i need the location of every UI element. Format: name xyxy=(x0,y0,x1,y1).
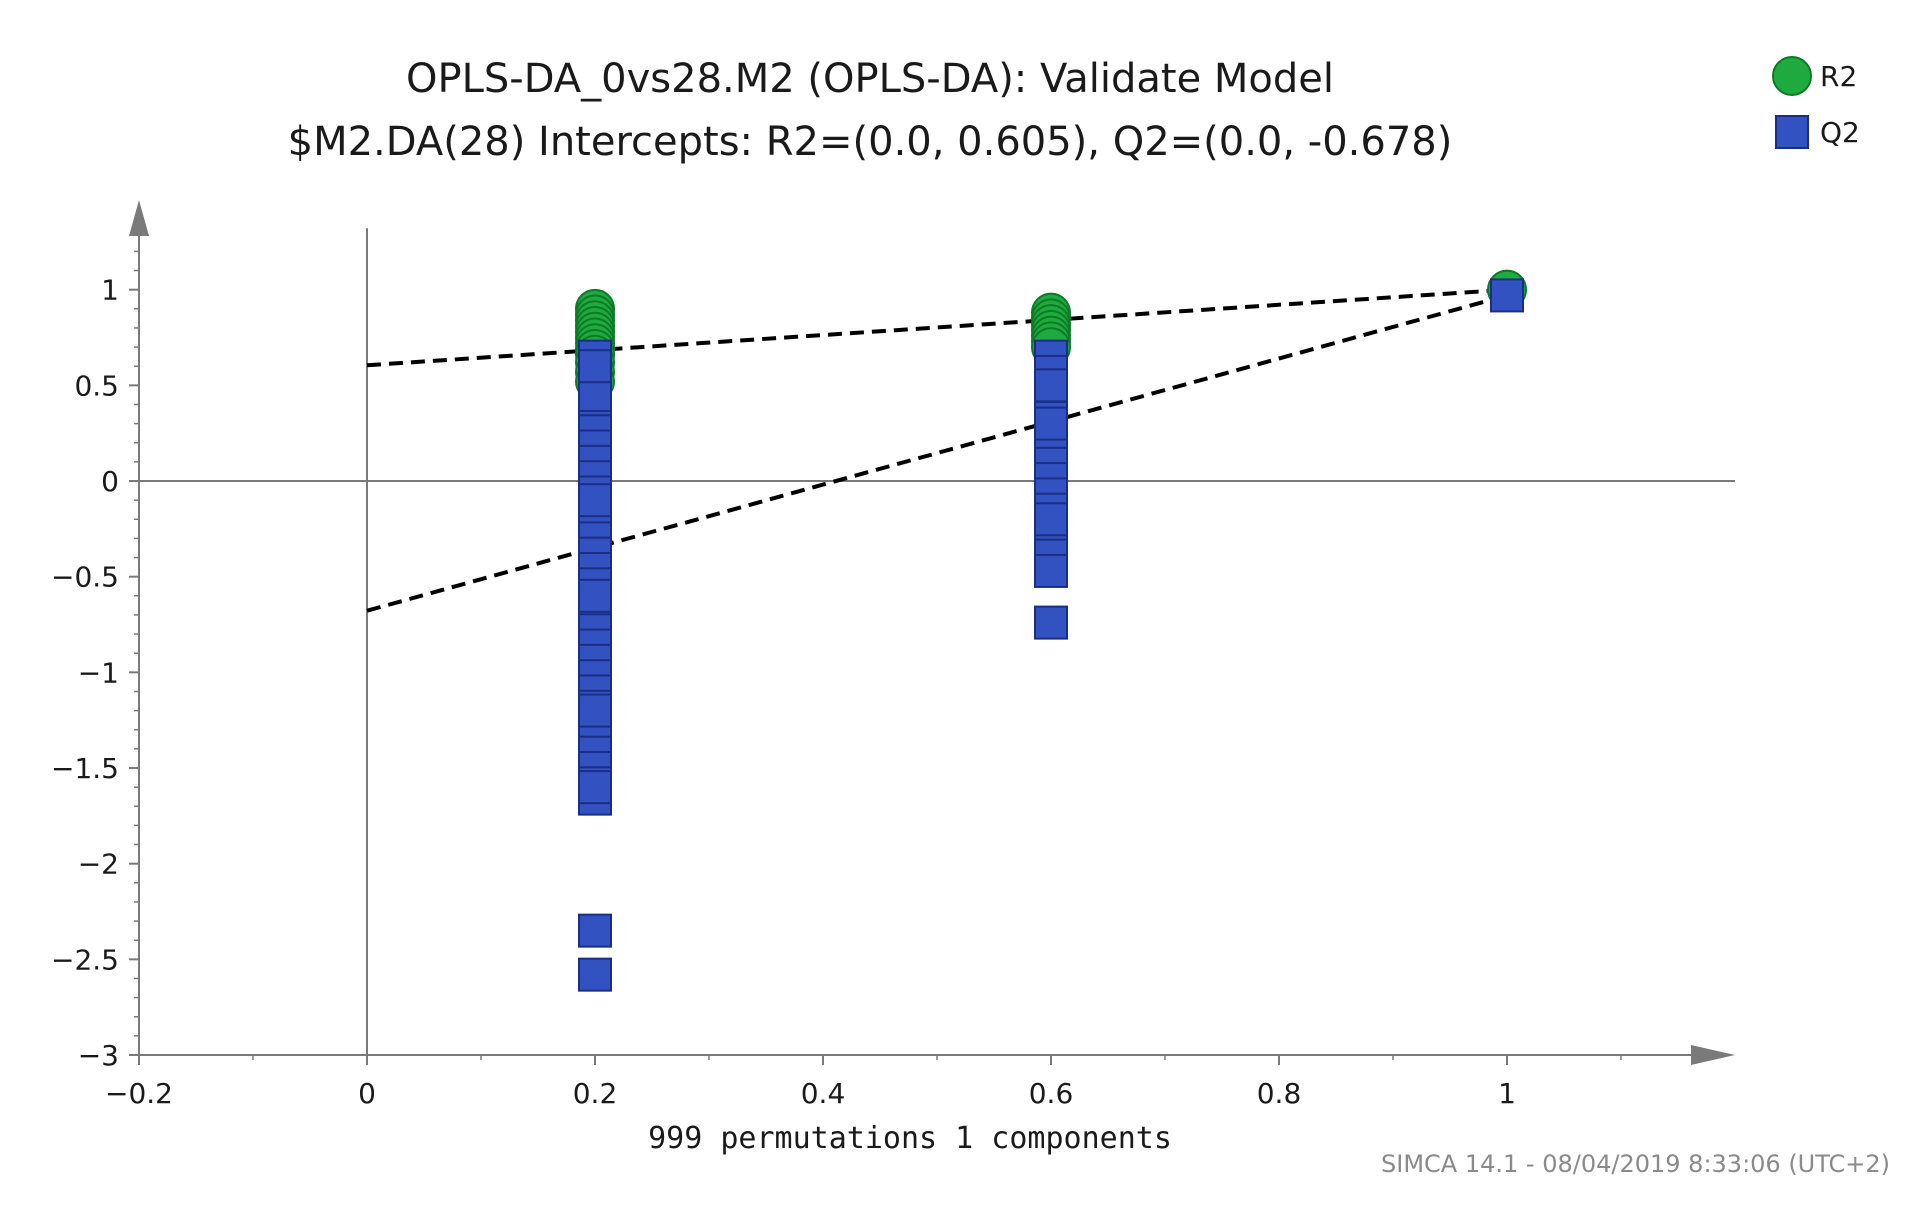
y-axis-arrow xyxy=(129,200,149,236)
y-tick-label: 0.5 xyxy=(74,369,119,402)
q2-point xyxy=(1034,553,1068,588)
y-tick-label: −1.5 xyxy=(51,752,119,785)
chart-subtitle: $M2.DA(28) Intercepts: R2=(0.0, 0.605), … xyxy=(288,119,1453,165)
q2-point xyxy=(1034,605,1068,640)
q2-point xyxy=(578,377,612,412)
q2-point xyxy=(578,957,612,992)
x-axis-label: 999 permutations 1 components xyxy=(648,1121,1172,1156)
legend-label-r2: R2 xyxy=(1820,60,1857,93)
software-footer: SIMCA 14.1 - 08/04/2019 8:33:06 (UTC+2) xyxy=(1381,1150,1890,1178)
q2-point xyxy=(578,770,612,805)
legend-r2-marker xyxy=(1772,56,1812,96)
legend: R2 Q2 xyxy=(1772,56,1860,149)
data-points-layer xyxy=(575,269,1527,992)
x-tick-label: 0.2 xyxy=(573,1077,618,1110)
y-tick-label: 0 xyxy=(101,465,119,498)
x-tick-label: 1 xyxy=(1498,1077,1516,1110)
q2-point xyxy=(578,693,612,728)
x-axis-arrow xyxy=(1691,1045,1735,1065)
q2-point xyxy=(1490,278,1524,313)
y-tick-label: 1 xyxy=(101,274,119,307)
y-tick-label: −1 xyxy=(78,656,119,689)
tick-labels-layer: 1 0.5 0 −0.5 −1 −1.5 −2 −2.5 −3 −0.2 0 0.2 0.4 0.6 0.8… xyxy=(51,274,1516,1110)
y-tick-label: −3 xyxy=(78,1039,119,1072)
y-tick-label: −0.5 xyxy=(51,561,119,594)
q2-point xyxy=(578,913,612,948)
legend-label-q2: Q2 xyxy=(1820,116,1860,149)
x-tick-label: 0.8 xyxy=(1257,1077,1302,1110)
axes-layer xyxy=(129,200,1735,1065)
q2-point xyxy=(1034,406,1068,441)
q2-point xyxy=(1034,368,1068,403)
x-tick-label: 0 xyxy=(358,1077,376,1110)
legend-q2-marker xyxy=(1775,115,1809,149)
x-tick-label: 0.4 xyxy=(801,1077,846,1110)
r2-regression-line xyxy=(366,287,1508,368)
x-tick-label: −0.2 xyxy=(105,1077,173,1110)
q2-point xyxy=(578,578,612,613)
q2-regression-line xyxy=(366,293,1508,613)
regression-lines-layer xyxy=(366,287,1508,613)
x-tick-label: 0.6 xyxy=(1029,1077,1074,1110)
y-tick-label: −2 xyxy=(78,848,119,881)
q2-point xyxy=(1034,502,1068,537)
y-tick-label: −2.5 xyxy=(51,943,119,976)
chart-title: OPLS-DA_0vs28.M2 (OPLS-DA): Validate Mod… xyxy=(406,56,1334,102)
q2-point xyxy=(578,483,612,518)
q2-point xyxy=(578,349,612,384)
